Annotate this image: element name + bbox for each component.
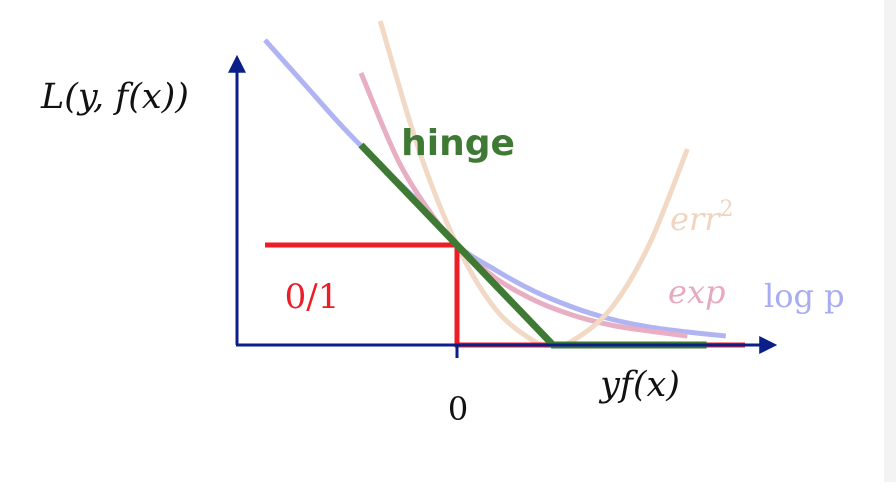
x-tick-label-zero: 0 [448, 390, 468, 428]
y-axis-label: L(y, f(x)) [40, 77, 189, 117]
series-line-err-2 [377, 20, 690, 348]
series-label-hinge: hinge [401, 123, 515, 164]
series-line-exp [358, 72, 688, 339]
x-axis-label: yf(x) [598, 365, 680, 405]
series-label-zero-one: 0/1 [285, 277, 340, 317]
err-label-exponent: 2 [720, 197, 734, 222]
series-label-err-squared: err2 [670, 197, 734, 238]
right-edge-strip [884, 0, 896, 482]
series-label-log-p: log p [764, 277, 845, 315]
err-label-base: err [670, 200, 721, 238]
series-line-log-p [263, 38, 727, 339]
series-label-exp: exp [668, 273, 725, 311]
loss-functions-chart: L(y, f(x)) yf(x) 0 0/1 hinge err2 exp lo… [40, 20, 845, 428]
